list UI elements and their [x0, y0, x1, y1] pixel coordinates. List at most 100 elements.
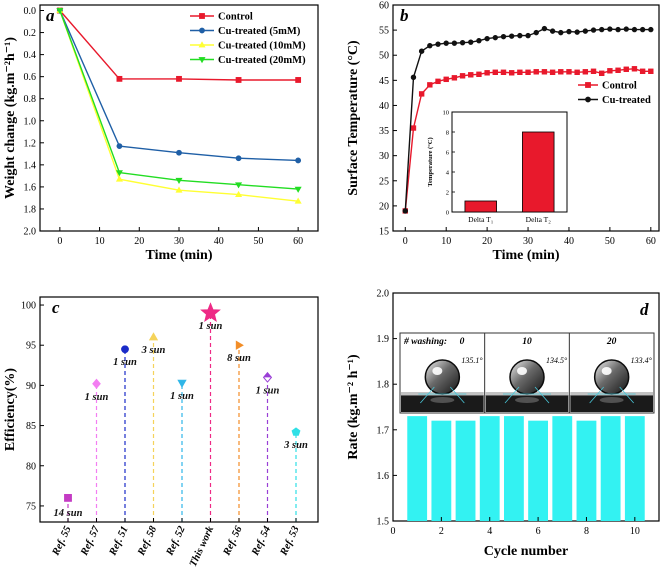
data-point-3	[148, 332, 159, 341]
series-line-3	[59, 10, 299, 190]
data-point-s0-4	[295, 77, 302, 83]
data-point-s1-12	[500, 33, 507, 40]
data-point-s1-19	[558, 29, 564, 36]
bar-3	[479, 416, 500, 521]
data-point-s0-10	[484, 70, 490, 76]
data-point-s0-28	[631, 66, 638, 72]
data-point-s0-30	[648, 68, 654, 74]
data-point-s1-4	[295, 157, 302, 164]
y-tick-label: 2.0	[377, 289, 390, 300]
droplet-highlight-2	[601, 367, 612, 375]
data-point-s1-29	[639, 26, 646, 33]
y-tick-label: 35	[379, 126, 389, 137]
x-axis-label: Cycle number	[484, 544, 568, 559]
tangent-left-1	[504, 386, 520, 404]
inset-y-axis-label: Temperature (°C)	[427, 137, 434, 186]
droplet-0	[424, 359, 461, 395]
y-tick-label: 30	[379, 151, 389, 162]
inset-bar-0	[464, 200, 497, 213]
y-tick-label: 1.2	[24, 138, 37, 149]
plot-frame	[392, 292, 660, 522]
data-point-s1-30	[648, 26, 654, 33]
data-point-s1-18	[549, 28, 556, 34]
data-label-2: 1 sun	[113, 357, 137, 368]
panel-a: 0 10 20 30 40 50 60 0.0 0.2 0.4 0.6 0.8 1.0 1.2 1.4 1.6…	[3, 4, 319, 263]
data-point-s1-13	[508, 33, 515, 39]
legend-marker-1	[199, 27, 205, 34]
data-point-s1-16	[533, 29, 539, 36]
data-point-s0-6	[451, 75, 458, 81]
data-point-s0-5	[443, 76, 449, 83]
data-point-s1-23	[590, 27, 597, 33]
y-tick-label: 1.8	[24, 204, 37, 215]
data-point-s0-17	[541, 69, 548, 75]
x-tick-label-3: Ref. 58	[136, 524, 160, 558]
data-point-s0-3	[235, 77, 242, 83]
data-point-s0-11	[492, 69, 499, 75]
plot-frame	[39, 296, 319, 523]
data-point-s1-15	[525, 32, 531, 39]
data-point-4	[177, 379, 187, 388]
data-point-s0-1	[410, 125, 417, 131]
y-tick-label: 0.0	[24, 6, 37, 17]
data-point-1	[92, 378, 101, 389]
contact-angle-1: 134.5°	[546, 356, 568, 365]
data-point-s2-1	[115, 175, 123, 182]
inset-y-tick-label: 2	[446, 190, 449, 197]
tangent-right-1	[534, 386, 550, 404]
droplet-reflection-0	[430, 397, 455, 403]
inset-x-tick-label-0: Delta T₁	[468, 215, 494, 224]
y-tick-label: 0.6	[24, 72, 37, 83]
data-point-s2-3	[235, 190, 243, 197]
data-point-s0-16	[533, 69, 539, 75]
y-tick-label: 50	[379, 51, 389, 62]
washing-count-2: 20	[606, 337, 617, 347]
tangent-right-0	[450, 386, 465, 404]
x-tick-label: 50	[605, 236, 615, 247]
plot-frame	[39, 4, 319, 232]
data-point-s1-28	[631, 26, 638, 33]
data-point-s0-18	[549, 69, 556, 75]
x-tick-label: 40	[214, 236, 224, 247]
inset-y-tick-label: 6	[446, 150, 450, 157]
inset-chart: 0 2 4 6 8 10 Temperature (°C) Delta T₁ Delta T₂	[427, 110, 568, 224]
y-tick-label: 95	[26, 341, 36, 352]
y-tick-label: 1.4	[24, 160, 37, 171]
y-tick-label: 1.8	[377, 380, 390, 391]
data-label-6: 8 sun	[227, 353, 251, 364]
tangent-left-2	[589, 386, 604, 404]
data-point-s3-0	[56, 8, 64, 15]
data-point-s0-25	[607, 68, 613, 74]
contact-angle-inset: # washing: 0 135.1° 10 134.5° 20 133.4°	[399, 332, 655, 414]
bar-4	[503, 416, 524, 521]
data-label-3: 3 sun	[141, 345, 166, 356]
x-tick-label-4: Ref. 52	[164, 524, 188, 558]
droplet-highlight-1	[517, 367, 527, 375]
x-tick-label: 4	[487, 526, 492, 537]
data-point-s0-23	[590, 68, 597, 74]
inset-y-tick-label: 10	[443, 110, 450, 117]
x-tick-label: 50	[253, 236, 263, 247]
legend-label-0: Control	[218, 12, 253, 23]
plot-frame	[392, 4, 660, 232]
data-point-s3-4	[294, 186, 302, 193]
bar-1	[431, 420, 452, 521]
legend-marker-0	[585, 82, 591, 88]
data-point-s0-2	[176, 75, 182, 82]
legend-marker-2	[198, 41, 206, 48]
x-tick-label: 60	[293, 236, 303, 247]
legend-marker-3	[198, 57, 206, 64]
legend-label-1: Cu-treated	[602, 95, 651, 106]
x-tick-label: 2	[439, 526, 444, 537]
data-point-s1-2	[176, 149, 182, 156]
data-point-s0-13	[508, 70, 515, 76]
panel-label-a: a	[46, 6, 55, 25]
panel-label-d: d	[640, 300, 649, 319]
data-point-s0-2	[418, 91, 425, 97]
washing-count-1: 10	[522, 337, 532, 347]
y-tick-label: 45	[379, 76, 389, 87]
inset-y-tick-label: 8	[446, 130, 449, 137]
data-point-0	[64, 493, 72, 502]
x-tick-label: 30	[523, 236, 533, 247]
y-axis-label: Rate (kg.m⁻² h⁻¹)	[346, 354, 361, 460]
